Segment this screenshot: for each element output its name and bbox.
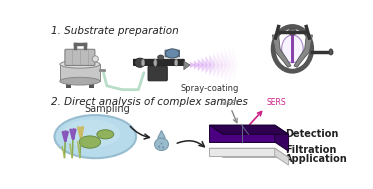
FancyBboxPatch shape (148, 66, 167, 81)
Circle shape (158, 146, 160, 148)
Polygon shape (190, 62, 196, 68)
Text: Filtration: Filtration (285, 145, 336, 155)
Polygon shape (60, 64, 100, 81)
Polygon shape (209, 125, 289, 134)
Ellipse shape (282, 35, 303, 63)
Polygon shape (275, 148, 289, 165)
Circle shape (162, 146, 164, 149)
Text: Spray-coating: Spray-coating (180, 84, 238, 93)
Ellipse shape (165, 49, 179, 58)
Bar (291, 35, 294, 63)
Polygon shape (201, 57, 208, 73)
Text: Application: Application (285, 154, 348, 164)
Polygon shape (225, 48, 231, 82)
Ellipse shape (60, 77, 100, 85)
Polygon shape (209, 54, 216, 76)
Text: Sampling: Sampling (85, 104, 131, 114)
Ellipse shape (154, 59, 157, 66)
Ellipse shape (135, 58, 145, 67)
Text: SERS: SERS (266, 98, 286, 107)
Circle shape (161, 143, 163, 145)
Polygon shape (158, 130, 165, 138)
Ellipse shape (280, 33, 305, 65)
Ellipse shape (329, 49, 333, 55)
FancyBboxPatch shape (134, 59, 184, 65)
Ellipse shape (154, 138, 169, 150)
Polygon shape (221, 50, 227, 81)
Ellipse shape (60, 60, 100, 68)
Bar (89, 82, 94, 88)
FancyBboxPatch shape (65, 49, 95, 65)
Polygon shape (272, 35, 291, 67)
Polygon shape (206, 56, 211, 74)
Polygon shape (209, 148, 275, 156)
Ellipse shape (97, 130, 114, 139)
FancyBboxPatch shape (165, 50, 180, 57)
Polygon shape (198, 59, 204, 71)
Polygon shape (209, 148, 289, 157)
Ellipse shape (158, 55, 164, 60)
Polygon shape (275, 125, 289, 151)
Ellipse shape (79, 136, 101, 148)
Ellipse shape (141, 59, 145, 66)
Ellipse shape (289, 29, 296, 35)
Polygon shape (209, 125, 275, 142)
Ellipse shape (175, 59, 178, 66)
Polygon shape (229, 46, 235, 84)
Polygon shape (294, 35, 313, 67)
Polygon shape (194, 60, 200, 70)
Bar (66, 82, 70, 88)
Text: 1. Substrate preparation: 1. Substrate preparation (51, 26, 178, 36)
Polygon shape (184, 61, 190, 70)
Polygon shape (217, 51, 223, 79)
Polygon shape (232, 45, 238, 85)
Text: laser: laser (220, 98, 239, 107)
Ellipse shape (63, 120, 120, 148)
Text: 2. Direct analysis of complex samples: 2. Direct analysis of complex samples (51, 97, 248, 107)
Text: Detection: Detection (285, 129, 338, 139)
Polygon shape (213, 53, 219, 77)
Ellipse shape (54, 115, 136, 158)
Ellipse shape (92, 56, 98, 62)
